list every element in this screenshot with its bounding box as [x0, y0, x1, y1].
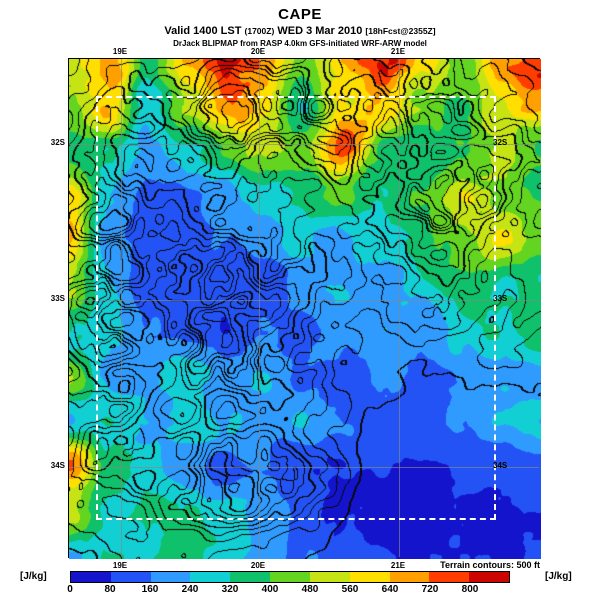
colorbar-segment-4 [230, 572, 271, 582]
colorbar-tick-80: 80 [104, 584, 116, 595]
colorbar [70, 571, 510, 583]
colorbar-segment-2 [150, 572, 191, 582]
chart-title: CAPE [278, 6, 322, 23]
gridline-lon-21E [399, 59, 400, 557]
colorbar-segment-3 [190, 572, 231, 582]
colorbar-tick-0: 0 [67, 584, 73, 595]
gridline-lat-34S [69, 467, 539, 468]
gridline-lon-19E [121, 59, 122, 557]
valid-time-utc: (1700Z) [244, 26, 275, 36]
colorbar-tick-160: 160 [141, 584, 159, 595]
units-label-left: [J/kg] [20, 571, 47, 582]
valid-date: WED 3 Mar 2010 [277, 25, 363, 37]
inner-domain-boundary [96, 96, 496, 520]
colorbar-segment-8 [389, 572, 430, 582]
colorbar-segment-6 [309, 572, 350, 582]
forecast-tag: [18hFcst@2355Z] [365, 26, 436, 36]
valid-time: Valid 1400 LST [164, 25, 242, 37]
colorbar-segment-5 [270, 572, 310, 582]
lat-label-left-34S: 34S [50, 461, 65, 470]
units-label-right: [J/kg] [545, 571, 572, 582]
model-attribution-line: DrJack BLIPMAP from RASP 4.0km GFS-initi… [173, 39, 427, 48]
colorbar-tick-row: 0 80 160 240 320 400 480 560 640 720 800 [67, 584, 510, 598]
lon-label-top-21E: 21E [390, 47, 406, 56]
lon-label-top-19E: 19E [112, 47, 128, 56]
cape-map-plot [68, 58, 541, 559]
gridline-lon-20E [259, 59, 260, 557]
terrain-contour-note: Terrain contours: 500 ft [440, 560, 540, 570]
colorbar-tick-800: 800 [461, 584, 479, 595]
colorbar-tick-640: 640 [381, 584, 399, 595]
chart-header: CAPE Valid 1400 LST (1700Z) WED 3 Mar 20… [0, 6, 600, 48]
colorbar-segment-7 [349, 572, 390, 582]
colorbar-segment-1 [110, 572, 151, 582]
gridline-lat-33S [69, 300, 539, 301]
colorbar-tick-720: 720 [421, 584, 439, 595]
lat-label-left-33S: 33S [50, 294, 65, 303]
colorbar-segment-9 [429, 572, 470, 582]
lat-label-left-32S: 32S [50, 138, 65, 147]
colorbar-tick-480: 480 [301, 584, 319, 595]
colorbar-tick-320: 320 [221, 584, 239, 595]
colorbar-wrap: 0 80 160 240 320 400 480 560 640 720 800 [67, 571, 510, 595]
valid-time-line: Valid 1400 LST (1700Z) WED 3 Mar 2010 [1… [0, 25, 600, 37]
colorbar-tick-400: 400 [261, 584, 279, 595]
colorbar-segment-0 [71, 572, 111, 582]
colorbar-tick-560: 560 [341, 584, 359, 595]
gridline-lat-32S [69, 144, 539, 145]
colorbar-segment-10 [469, 572, 509, 582]
colorbar-tick-240: 240 [181, 584, 199, 595]
cape-field-canvas [69, 59, 541, 559]
lon-label-top-20E: 20E [250, 47, 266, 56]
